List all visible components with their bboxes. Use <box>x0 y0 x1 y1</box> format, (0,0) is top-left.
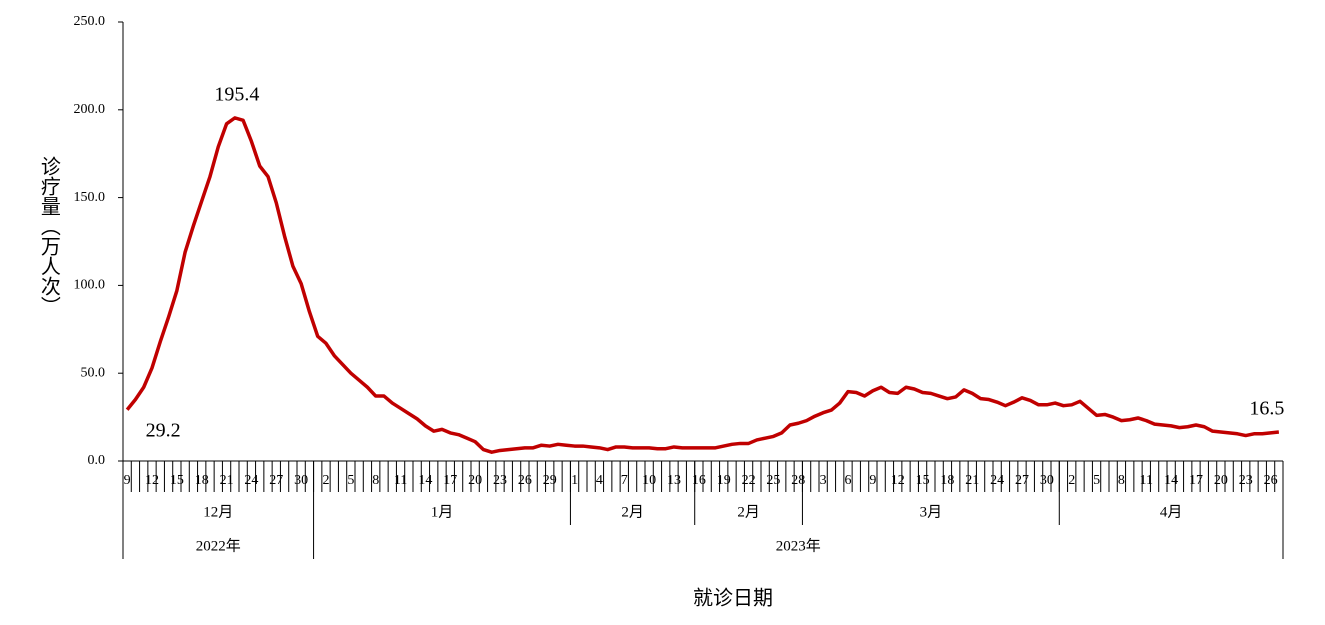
x-tick-label: 30 <box>294 473 308 488</box>
month-label: 3月 <box>920 504 943 520</box>
y-tick-label: 0.0 <box>88 453 106 468</box>
x-tick-label: 4 <box>596 473 603 488</box>
series-line <box>125 116 1280 454</box>
data-label: 16.5 <box>1249 398 1284 420</box>
x-tick-label: 17 <box>443 473 457 488</box>
x-tick-label: 18 <box>940 473 954 488</box>
x-tick-label: 3 <box>820 473 827 488</box>
x-tick-label: 21 <box>965 473 979 488</box>
x-tick-label: 5 <box>1093 473 1100 488</box>
x-tick-label: 22 <box>742 473 756 488</box>
x-tick-label: 19 <box>717 473 731 488</box>
x-tick-label: 24 <box>990 473 1004 488</box>
x-tick-label: 20 <box>468 473 482 488</box>
x-tick-label: 11 <box>394 473 407 488</box>
x-tick-label: 15 <box>916 473 930 488</box>
data-label: 195.4 <box>214 83 259 105</box>
month-label: 4月 <box>1160 504 1183 520</box>
x-tick-label: 12 <box>145 473 159 488</box>
y-axis-title: 诊疗量（万人次） <box>37 156 60 316</box>
x-tick-label: 10 <box>642 473 656 488</box>
month-label: 12月 <box>203 504 233 520</box>
x-tick-label: 14 <box>1164 473 1178 488</box>
x-tick-label: 6 <box>845 473 852 488</box>
x-tick-label: 8 <box>372 473 379 488</box>
x-tick-label: 11 <box>1140 473 1153 488</box>
x-tick-label: 14 <box>418 473 432 488</box>
x-tick-label: 27 <box>269 473 283 488</box>
x-axis-title: 就诊日期 <box>693 587 773 610</box>
y-tick-label: 200.0 <box>74 102 106 117</box>
x-tick-label: 27 <box>1015 473 1029 488</box>
x-tick-label: 13 <box>667 473 681 488</box>
month-label: 2月 <box>737 504 760 520</box>
month-label: 2月 <box>621 504 644 520</box>
x-tick-label: 26 <box>518 473 532 488</box>
x-tick-label: 7 <box>621 473 628 488</box>
x-tick-label: 20 <box>1214 473 1228 488</box>
x-tick-label: 1 <box>571 473 578 488</box>
x-tick-label: 15 <box>170 473 184 488</box>
x-tick-label: 18 <box>195 473 209 488</box>
x-tick-label: 24 <box>244 473 258 488</box>
y-tick-label: 100.0 <box>74 278 106 293</box>
x-tick-label: 16 <box>692 473 706 488</box>
x-tick-label: 29 <box>543 473 557 488</box>
x-tick-label: 17 <box>1189 473 1203 488</box>
x-tick-label: 30 <box>1040 473 1054 488</box>
x-tick-label: 28 <box>791 473 805 488</box>
x-tick-label: 23 <box>1239 473 1253 488</box>
year-label: 2022年 <box>196 537 241 554</box>
x-tick-label: 25 <box>766 473 780 488</box>
x-tick-label: 21 <box>220 473 234 488</box>
month-label: 1月 <box>431 504 454 520</box>
year-label: 2023年 <box>776 537 821 554</box>
x-tick-label: 9 <box>124 473 131 488</box>
x-tick-label: 23 <box>493 473 507 488</box>
y-tick-label: 250.0 <box>74 14 106 29</box>
x-tick-label: 5 <box>347 473 354 488</box>
x-tick-label: 12 <box>891 473 905 488</box>
x-tick-label: 26 <box>1264 473 1278 488</box>
y-tick-label: 50.0 <box>81 365 106 380</box>
x-tick-label: 8 <box>1118 473 1125 488</box>
x-tick-label: 9 <box>869 473 876 488</box>
data-label: 29.2 <box>146 419 181 441</box>
y-tick-label: 150.0 <box>74 190 106 205</box>
x-tick-label: 2 <box>323 473 330 488</box>
x-tick-label: 2 <box>1068 473 1075 488</box>
